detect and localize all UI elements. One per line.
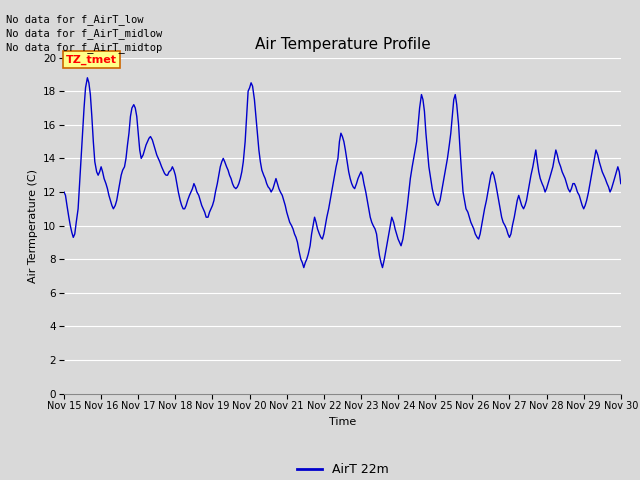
AirT 22m bbox=[617, 181, 625, 187]
AirT 22m bbox=[399, 236, 407, 242]
Text: TZ_tmet: TZ_tmet bbox=[66, 55, 117, 65]
Text: No data for f_AirT_midtop: No data for f_AirT_midtop bbox=[6, 42, 163, 53]
AirT 22m bbox=[76, 181, 83, 187]
AirT 22m bbox=[552, 147, 559, 153]
Line: AirT 22m: AirT 22m bbox=[64, 78, 621, 268]
Title: Air Temperature Profile: Air Temperature Profile bbox=[255, 37, 430, 52]
Legend: AirT 22m: AirT 22m bbox=[292, 458, 393, 480]
AirT 22m bbox=[84, 75, 92, 81]
AirT 22m bbox=[60, 189, 68, 195]
AirT 22m bbox=[412, 147, 419, 153]
Text: No data for f_AirT_midlow: No data for f_AirT_midlow bbox=[6, 28, 163, 39]
Text: No data for f_AirT_low: No data for f_AirT_low bbox=[6, 13, 144, 24]
AirT 22m bbox=[165, 169, 173, 175]
AirT 22m bbox=[300, 265, 308, 271]
Y-axis label: Air Termperature (C): Air Termperature (C) bbox=[28, 168, 38, 283]
X-axis label: Time: Time bbox=[329, 417, 356, 427]
AirT 22m bbox=[381, 256, 388, 262]
